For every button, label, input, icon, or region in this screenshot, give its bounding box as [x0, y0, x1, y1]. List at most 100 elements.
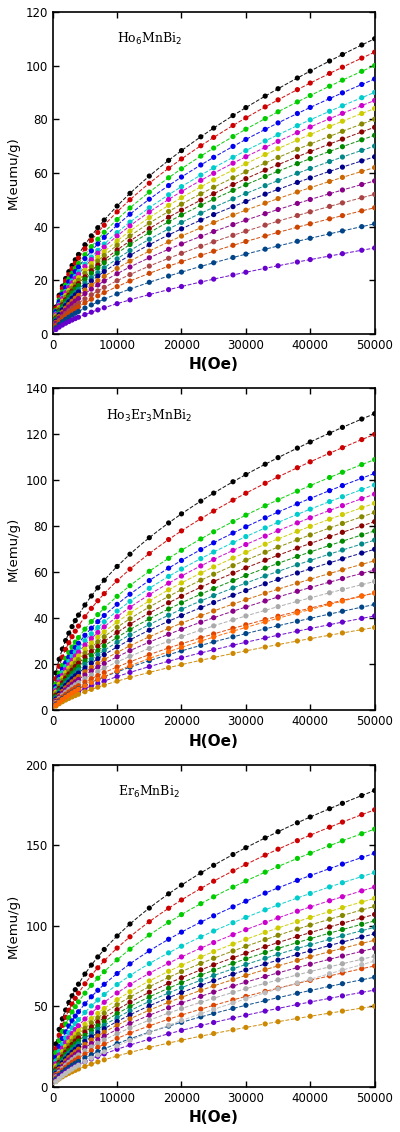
Point [166, 190, 172, 208]
Point [262, 132, 268, 151]
Point [372, 540, 378, 558]
Point [69, 672, 75, 691]
Point [88, 238, 94, 256]
Point [166, 208, 172, 226]
Point [178, 638, 185, 657]
Point [275, 563, 281, 581]
Point [59, 663, 66, 681]
Point [294, 514, 300, 532]
Point [53, 298, 59, 316]
Point [62, 671, 69, 689]
Point [294, 505, 300, 523]
Point [198, 530, 204, 548]
Point [166, 1004, 172, 1022]
Point [178, 615, 185, 633]
Point [66, 1046, 72, 1064]
Point [210, 533, 217, 551]
Point [56, 300, 62, 318]
Point [62, 1061, 69, 1079]
Point [275, 626, 281, 644]
Point [210, 967, 217, 985]
Point [178, 206, 185, 224]
Point [210, 206, 217, 224]
Point [66, 685, 72, 703]
Point [358, 942, 365, 960]
Point [75, 993, 82, 1011]
Text: Ho$_6$MnBi$_2$: Ho$_6$MnBi$_2$ [117, 32, 182, 48]
Point [56, 692, 62, 710]
Point [230, 226, 236, 245]
Point [69, 618, 75, 636]
Point [66, 288, 72, 306]
Point [275, 132, 281, 151]
Point [166, 203, 172, 221]
Point [372, 981, 378, 1000]
Point [243, 120, 249, 138]
Point [358, 955, 365, 974]
Point [198, 549, 204, 567]
Point [69, 651, 75, 669]
Point [127, 199, 133, 217]
Point [210, 171, 217, 189]
Point [56, 1064, 62, 1082]
Point [275, 91, 281, 109]
Point [127, 241, 133, 259]
Point [210, 934, 217, 952]
Point [72, 661, 78, 679]
Point [262, 955, 268, 974]
Point [127, 1036, 133, 1054]
Point [275, 503, 281, 521]
Point [275, 538, 281, 556]
Point [339, 104, 346, 122]
Point [372, 561, 378, 580]
Point [53, 1061, 59, 1079]
Point [230, 266, 236, 284]
Point [243, 185, 249, 203]
Point [294, 832, 300, 850]
Point [326, 910, 333, 928]
Point [358, 609, 365, 627]
Point [88, 674, 94, 692]
Point [59, 667, 66, 685]
Point [210, 649, 217, 667]
Point [72, 273, 78, 291]
Point [198, 947, 204, 966]
Point [53, 307, 59, 325]
Point [262, 97, 268, 115]
Point [72, 1062, 78, 1080]
Point [146, 604, 152, 623]
Point [210, 119, 217, 137]
Point [66, 269, 72, 288]
Point [339, 947, 346, 966]
Point [82, 677, 88, 695]
Point [53, 1035, 59, 1053]
Point [72, 667, 78, 685]
Point [59, 657, 66, 675]
Point [56, 694, 62, 712]
Point [59, 640, 66, 658]
Point [88, 638, 94, 657]
Point [326, 162, 333, 180]
Point [75, 1035, 82, 1053]
Point [230, 628, 236, 646]
Point [210, 198, 217, 216]
Point [339, 206, 346, 224]
Point [82, 261, 88, 280]
Point [69, 299, 75, 317]
Point [94, 1047, 101, 1065]
Point [62, 1040, 69, 1058]
Point [114, 964, 120, 983]
Point [262, 1002, 268, 1020]
Point [88, 280, 94, 298]
Point [198, 961, 204, 979]
Point [62, 683, 69, 701]
Point [82, 632, 88, 650]
Point [72, 269, 78, 288]
Point [127, 658, 133, 676]
Point [166, 652, 172, 670]
Point [146, 224, 152, 242]
Point [243, 598, 249, 616]
Point [114, 241, 120, 259]
Point [59, 1049, 66, 1067]
Point [56, 1067, 62, 1086]
